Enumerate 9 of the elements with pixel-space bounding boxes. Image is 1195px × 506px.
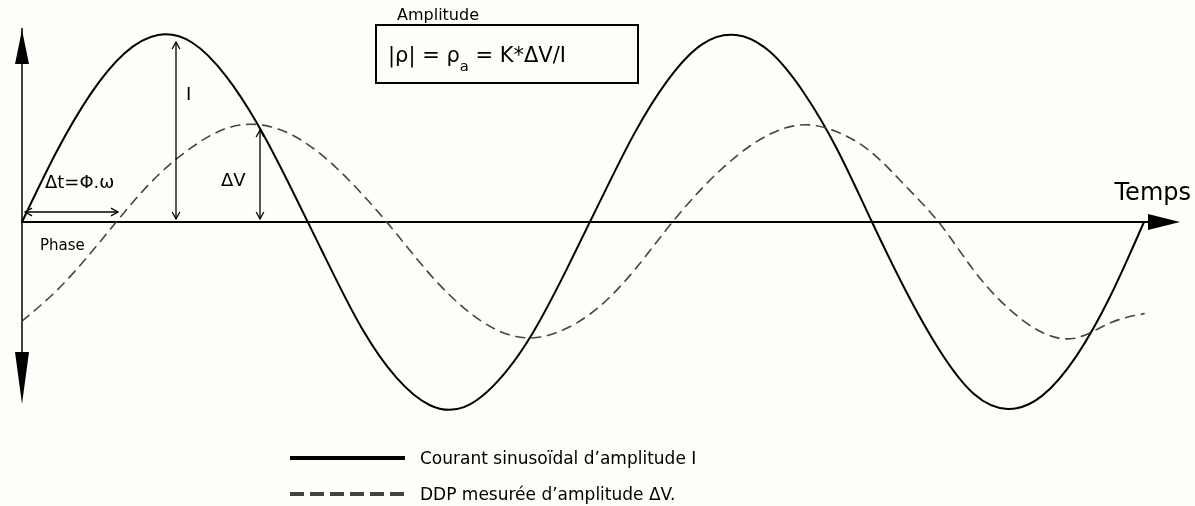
annotation: |ρ| = ρ$_{a}$ = K*ΔV/I	[388, 43, 566, 74]
x-axis-title: Temps	[1113, 178, 1191, 206]
text: Courant sinusoïdal d’amplitude I	[420, 448, 697, 468]
annotation: ΔV	[221, 169, 247, 190]
legend-label: DDP mesurée d’amplitude ΔV.	[420, 484, 676, 504]
annotation: Δt=Φ.ω	[45, 171, 115, 192]
annotation: Phase	[40, 236, 85, 254]
annotation: I	[186, 83, 192, 104]
text: Amplitude	[397, 5, 479, 24]
